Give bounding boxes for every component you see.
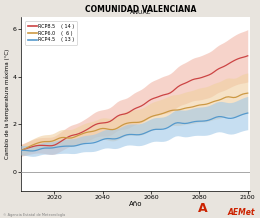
Y-axis label: Cambio de la temperatura máxima (°C): Cambio de la temperatura máxima (°C) <box>4 49 10 159</box>
X-axis label: Año: Año <box>129 201 142 207</box>
Text: COMUNIDAD VALENCIANA: COMUNIDAD VALENCIANA <box>85 5 196 14</box>
Text: © Agencia Estatal de Meteorología: © Agencia Estatal de Meteorología <box>3 213 65 217</box>
Text: AEMet: AEMet <box>227 208 255 217</box>
Legend: RCP8.5    ( 14 ), RCP6.0    (  6 ), RCP4.5    ( 13 ): RCP8.5 ( 14 ), RCP6.0 ( 6 ), RCP4.5 ( 13… <box>25 21 77 45</box>
Text: A: A <box>198 202 207 215</box>
Text: ANUAL: ANUAL <box>130 10 151 15</box>
